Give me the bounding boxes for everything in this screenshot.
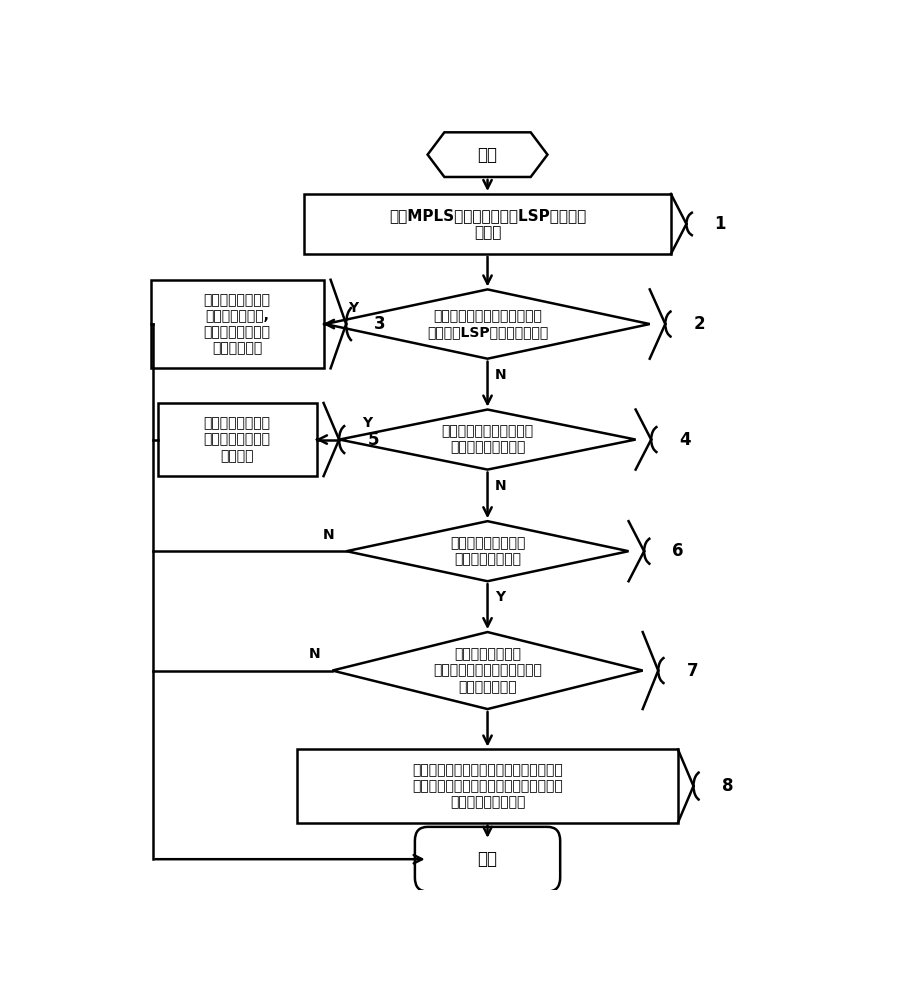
Text: 1: 1 — [714, 215, 726, 233]
Text: Y: Y — [495, 590, 505, 604]
Polygon shape — [347, 521, 629, 581]
Text: 8: 8 — [722, 777, 733, 795]
Polygon shape — [339, 410, 635, 470]
Text: 更新表项参数，如
为驱动转发表项,
则先删除再更新为
新的表项参数: 更新表项参数，如 为驱动转发表项, 则先删除再更新为 新的表项参数 — [204, 293, 270, 355]
FancyBboxPatch shape — [415, 827, 561, 892]
Text: N: N — [308, 647, 320, 661]
Text: 在最高路由优先级
表项中，当前表项是否为标签
优先级最高表项: 在最高路由优先级 表项中，当前表项是否为标签 优先级最高表项 — [433, 647, 542, 694]
Text: 4: 4 — [680, 431, 691, 449]
Text: 2: 2 — [693, 315, 705, 333]
Text: 已存储的所有转发路径中是否
有与新的LSP信息相同的表项: 已存储的所有转发路径中是否 有与新的LSP信息相同的表项 — [427, 309, 548, 339]
Polygon shape — [326, 289, 650, 359]
Text: N: N — [494, 479, 506, 493]
FancyBboxPatch shape — [157, 403, 317, 476]
Text: 7: 7 — [686, 662, 698, 680]
Text: Y: Y — [349, 301, 359, 315]
Text: 当前MPLS设备获取到新的LSP信息并保
存下来: 当前MPLS设备获取到新的LSP信息并保 存下来 — [389, 208, 586, 240]
Text: N: N — [494, 368, 506, 382]
Text: 先删除驱动转发表中到路由目的地的原有
转发表项，再将当前表项作为新转发路径
写入到驱动的转发表: 先删除驱动转发表中到路由目的地的原有 转发表项，再将当前表项作为新转发路径 写入… — [412, 763, 563, 809]
Text: Y: Y — [362, 416, 373, 430]
Text: 结束: 结束 — [478, 850, 498, 868]
Text: 当前表项是否为到此路由
目的地址的唯一表项: 当前表项是否为到此路由 目的地址的唯一表项 — [441, 424, 533, 455]
FancyBboxPatch shape — [151, 280, 324, 368]
Text: 当前表项是否是路由
优先级最高的表项: 当前表项是否是路由 优先级最高的表项 — [450, 536, 525, 566]
Text: 5: 5 — [368, 431, 379, 449]
Text: N: N — [323, 528, 335, 542]
FancyBboxPatch shape — [304, 194, 671, 254]
Text: 将此表项作为真实
转发表项写入驱动
的转发表: 将此表项作为真实 转发表项写入驱动 的转发表 — [204, 416, 270, 463]
Text: 3: 3 — [374, 315, 386, 333]
FancyBboxPatch shape — [297, 749, 678, 823]
Polygon shape — [428, 132, 548, 177]
Polygon shape — [332, 632, 642, 709]
Text: 6: 6 — [672, 542, 683, 560]
Text: 开始: 开始 — [478, 146, 498, 164]
